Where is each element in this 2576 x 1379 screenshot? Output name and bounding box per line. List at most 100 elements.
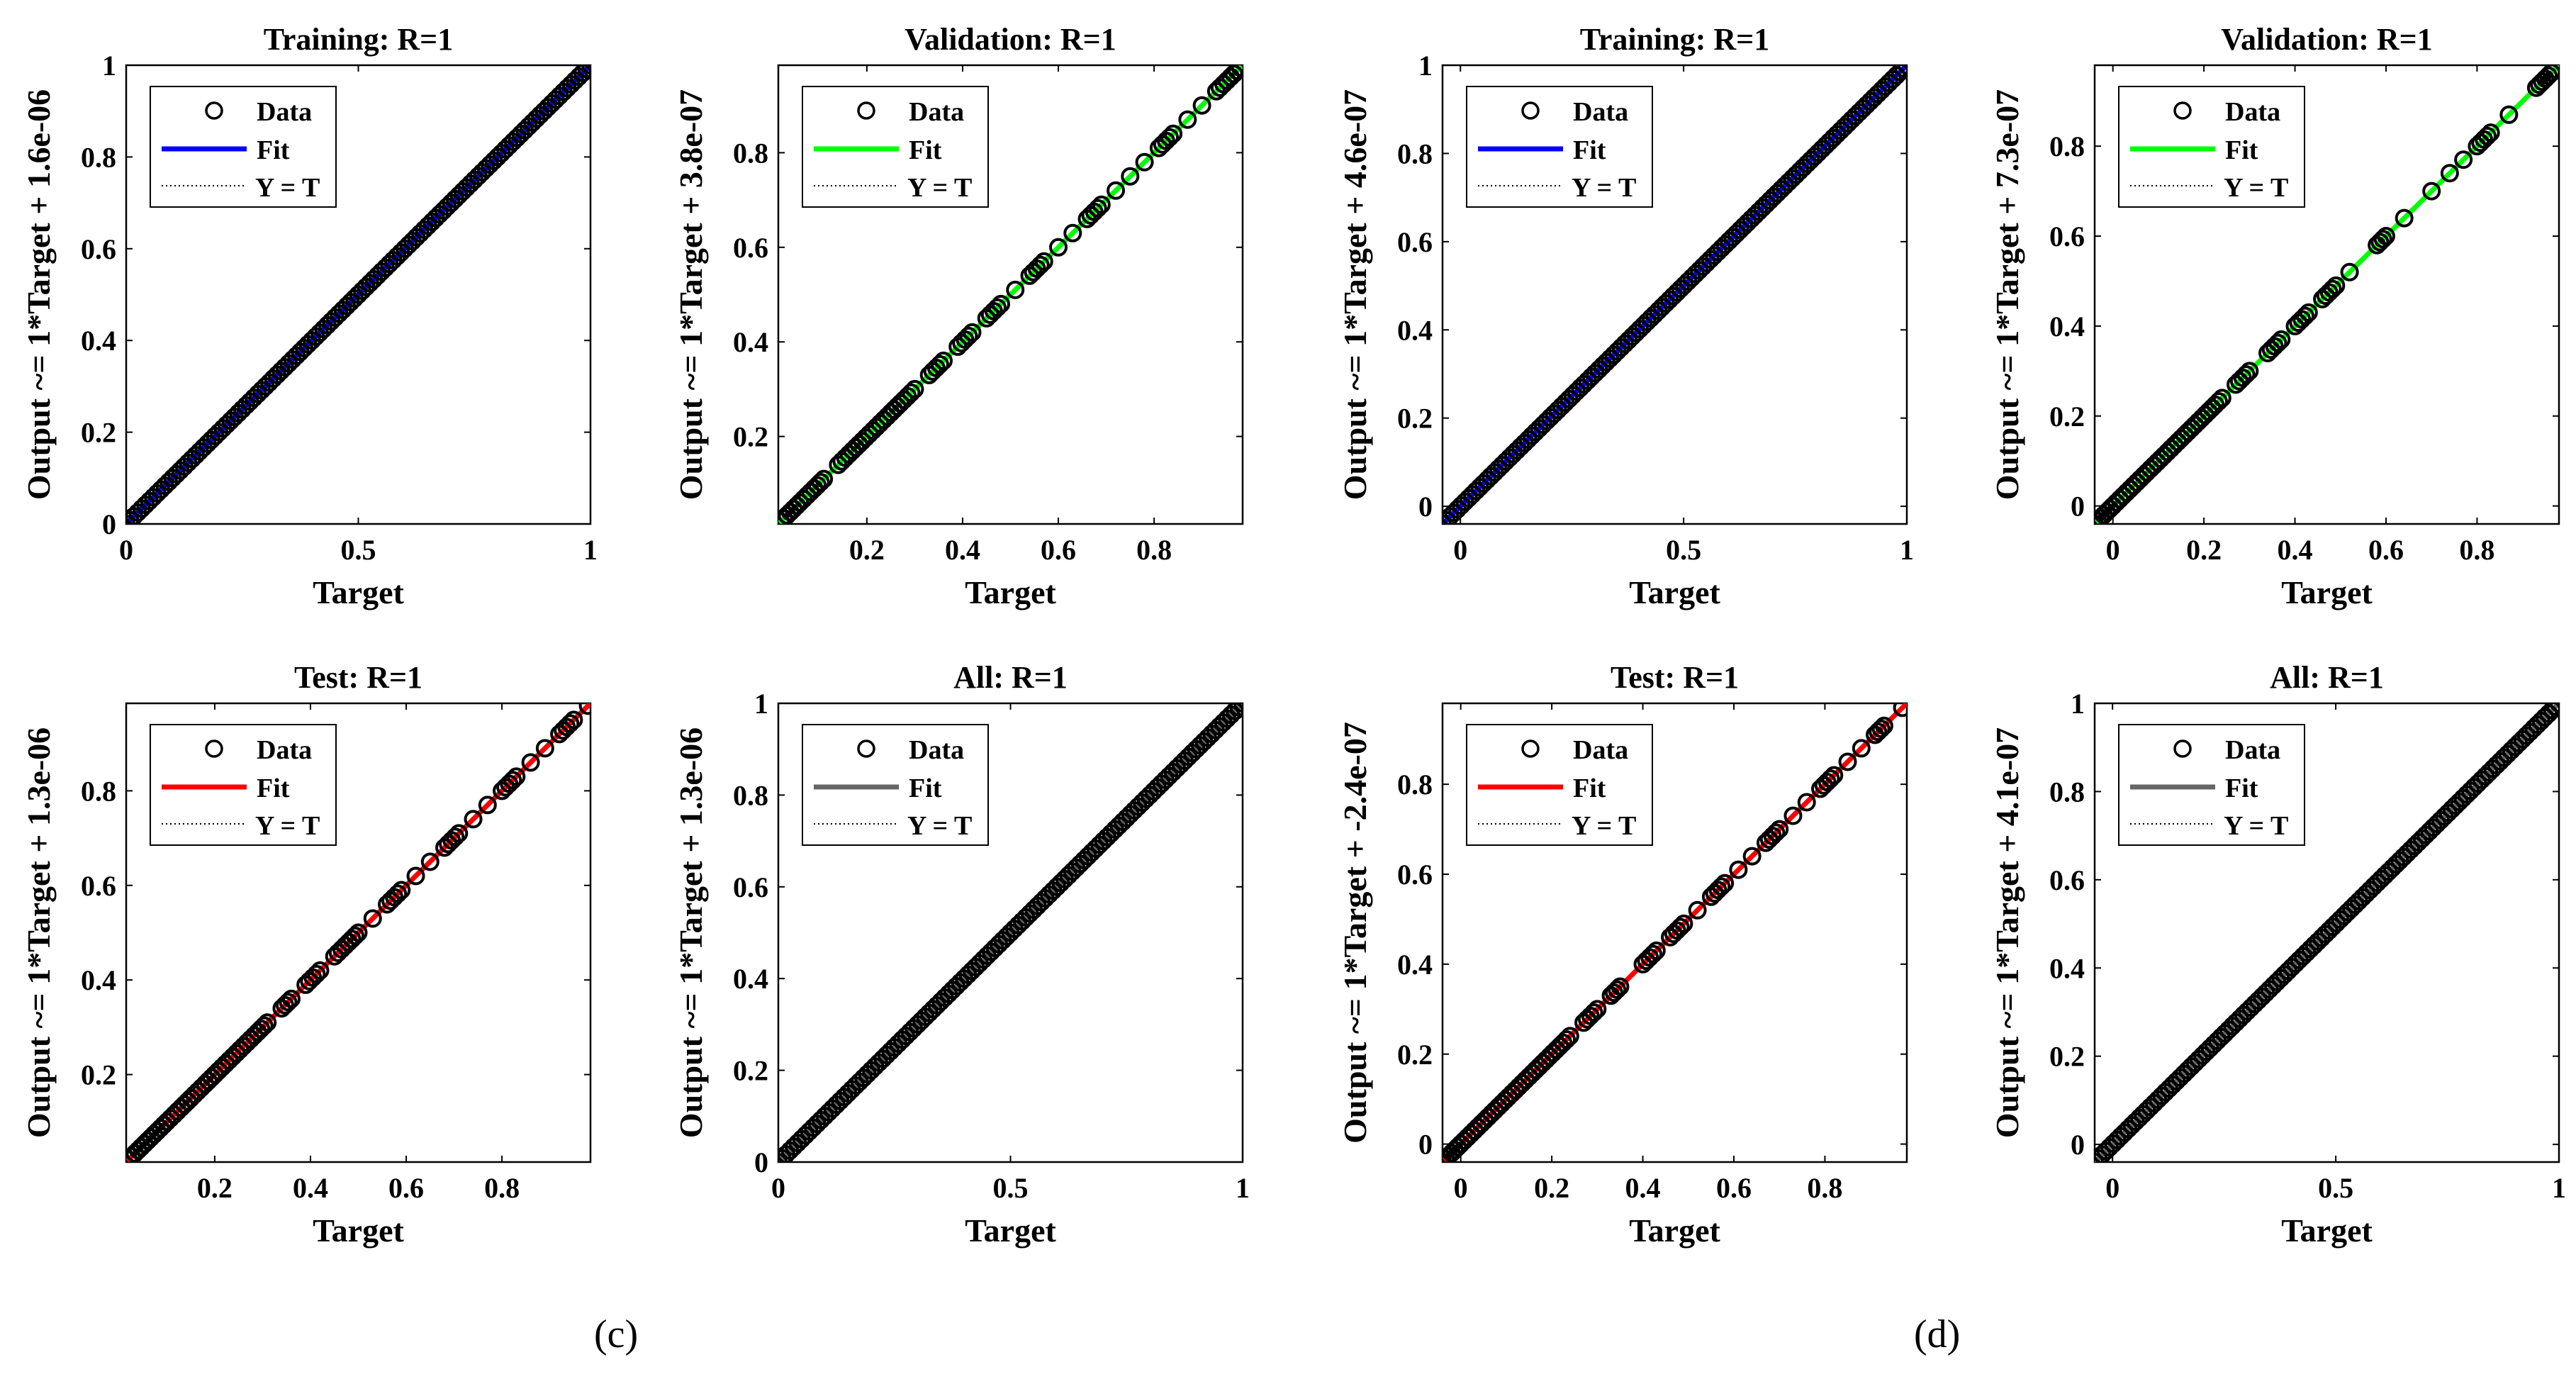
data-point-fill [1818,773,1837,792]
data-point-fill [874,411,893,430]
data-point-fill [492,144,511,163]
data-point [1838,752,1857,771]
data-point-fill [345,926,364,945]
data-point-fill [1727,224,1746,243]
data-point-fill [2301,939,2320,959]
x-tick-label: 0 [2106,534,2120,566]
data-point [420,852,439,871]
data-point-fill [1584,1003,1603,1022]
subplot-title: Training: R=1 [1580,22,1770,57]
data-point-fill [434,201,453,220]
legend-data-marker [857,739,875,758]
plot-area [126,65,590,524]
y-axis-label: Output ~= 1*Target + 3.8e-07 [673,89,709,500]
data-point-fill [283,350,302,369]
data-point [464,810,483,829]
data-point-fill [2435,807,2454,826]
data-point-fill [1649,301,1668,320]
plot-area [778,703,1243,1162]
data-point-fill [2368,873,2387,892]
data-point-fill [2167,1071,2186,1090]
y-tick-label: 0 [1418,1129,1433,1161]
legend-yt-label: Y = T [255,811,320,841]
legend-data-marker [2173,739,2192,758]
data-point-fill [2122,1116,2141,1135]
data-point-fill [2370,233,2390,252]
data-point [363,909,382,928]
data-point-fill [252,1020,271,1039]
data-point-fill [1766,823,1786,842]
data-point-fill [1783,169,1802,188]
data-point-fill [445,189,464,208]
data-point-fill [213,419,233,438]
data-point-fill [1861,91,1880,111]
data-point-fill [1571,379,1590,398]
data-point-fill [956,330,975,349]
data-point-fill [503,132,522,151]
y-tick-label: 0.4 [81,964,116,996]
data-point-fill [1816,136,1835,155]
data-point [1611,977,1630,996]
y-tick-label: 0.2 [733,1055,768,1087]
data-point-fill [1097,827,1116,847]
data-point-fill [1894,65,1907,78]
legend-fit-label: Fit [1573,135,1606,165]
y-tick-label: 0.6 [2049,220,2085,252]
y-tick-label: 0.4 [2049,952,2085,984]
data-point-fill [2137,463,2156,482]
data-point-fill [202,430,221,450]
legend: Data Fit Y = T [1466,86,1653,208]
data-point-fill [1167,759,1187,778]
y-tick-label: 0.4 [2049,311,2085,342]
data-point-fill [784,1137,803,1156]
y-tick-label: 0.2 [1397,403,1433,435]
data-point-fill [1559,389,1579,408]
y-tick-label: 0.8 [1397,769,1433,800]
data-point-fill [515,121,534,140]
y-tick-label: 1 [754,688,768,720]
legend-data-label: Data [1573,735,1628,765]
x-tick-label: 0.8 [1136,534,1172,566]
data-point-fill [987,298,1007,317]
data-point-fill [2236,365,2256,384]
data-point-fill [2156,1083,2175,1102]
x-tick-label: 0.5 [993,1172,1029,1204]
data-point-fill [1794,158,1813,177]
subplot-4: 0 0.2 0.4 0.6 0.8 0 0.2 0.4 0.6 0.8 Validation: R=… [1989,22,2560,610]
data-point-fill [2165,435,2184,454]
data-point-fill [318,316,337,335]
plot-area [1443,703,1907,1162]
y-tick-label: 0.6 [81,233,116,265]
x-tick-label: 0.5 [341,534,376,566]
data-point-fill [1581,367,1601,386]
data-point-fill [1849,103,1869,122]
data-point-fill [1075,851,1094,870]
legend-data-label: Data [257,97,312,127]
legend-data-label: Data [2225,735,2280,765]
data-point-fill [1515,433,1534,452]
data-point-fill [503,771,522,790]
data-point-fill [1229,703,1243,717]
data-point-fill [1883,69,1903,89]
y-axis-label: Output ~= 1*Target + 4.6e-07 [1337,89,1373,500]
data-point-fill [2323,279,2342,298]
legend-data-label: Data [909,97,964,127]
data-point-fill [1608,980,1627,999]
data-point-fill [1839,113,1858,133]
data-point-fill [1615,334,1635,353]
data-point-fill [982,942,1001,961]
subplot-1: 0 0.5 1 0 0.2 0.4 0.6 0.8 1 Training: R=1 Target Ou… [21,22,598,610]
data-point [1049,238,1068,257]
y-tick-label: 0 [2071,491,2085,523]
data-point [1688,900,1707,920]
data-point-fill [1626,323,1645,342]
data-point-fill [364,269,383,289]
data-point-fill [1526,423,1545,442]
data-point-fill [132,1137,151,1156]
data-point-fill [155,476,174,496]
data-point-fill [811,473,830,492]
data-point-fill [1760,191,1779,210]
data-point-fill [2245,995,2264,1014]
data-point-fill [2192,408,2211,428]
data-point-fill [2480,763,2499,782]
